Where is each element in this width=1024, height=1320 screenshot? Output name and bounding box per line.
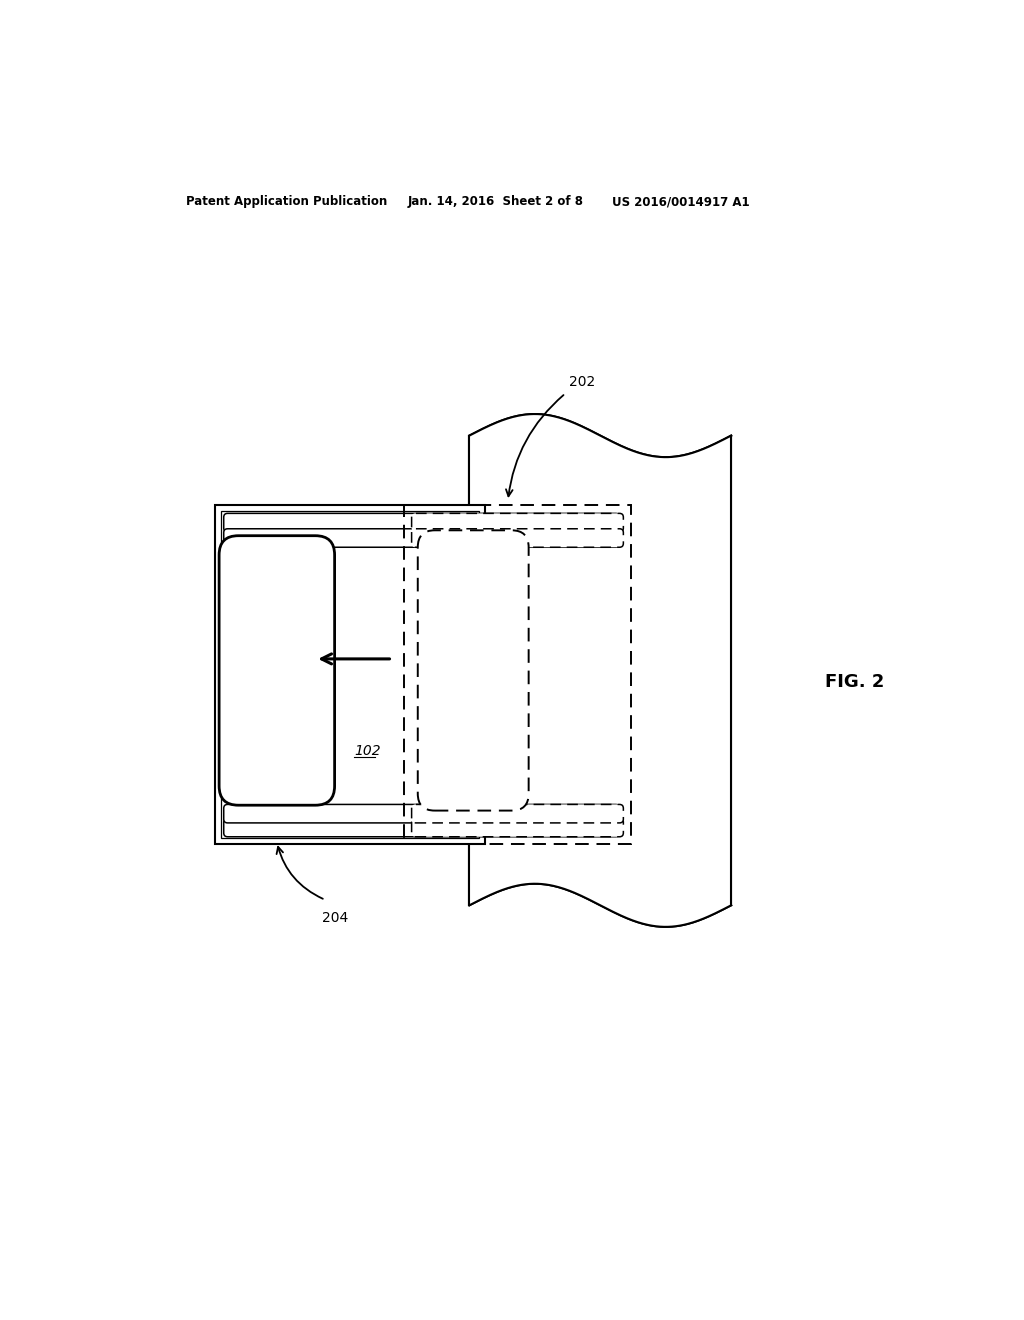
Text: 102: 102	[354, 744, 381, 758]
FancyBboxPatch shape	[223, 513, 620, 532]
Text: US 2016/0014917 A1: US 2016/0014917 A1	[611, 195, 750, 209]
FancyBboxPatch shape	[412, 818, 624, 837]
FancyBboxPatch shape	[412, 529, 624, 548]
Text: FIG. 2: FIG. 2	[824, 673, 884, 690]
Bar	[221, 511, 478, 838]
FancyBboxPatch shape	[223, 529, 620, 548]
FancyBboxPatch shape	[412, 804, 624, 822]
Bar	[215, 506, 484, 843]
FancyBboxPatch shape	[223, 804, 620, 822]
FancyBboxPatch shape	[412, 513, 624, 532]
Bar	[403, 506, 631, 843]
Text: Patent Application Publication: Patent Application Publication	[186, 195, 387, 209]
Text: 204: 204	[322, 911, 348, 925]
FancyBboxPatch shape	[418, 531, 528, 810]
Text: Jan. 14, 2016  Sheet 2 of 8: Jan. 14, 2016 Sheet 2 of 8	[408, 195, 584, 209]
Polygon shape	[469, 414, 731, 927]
Text: 202: 202	[569, 375, 596, 389]
FancyBboxPatch shape	[223, 818, 620, 837]
FancyBboxPatch shape	[219, 536, 335, 805]
